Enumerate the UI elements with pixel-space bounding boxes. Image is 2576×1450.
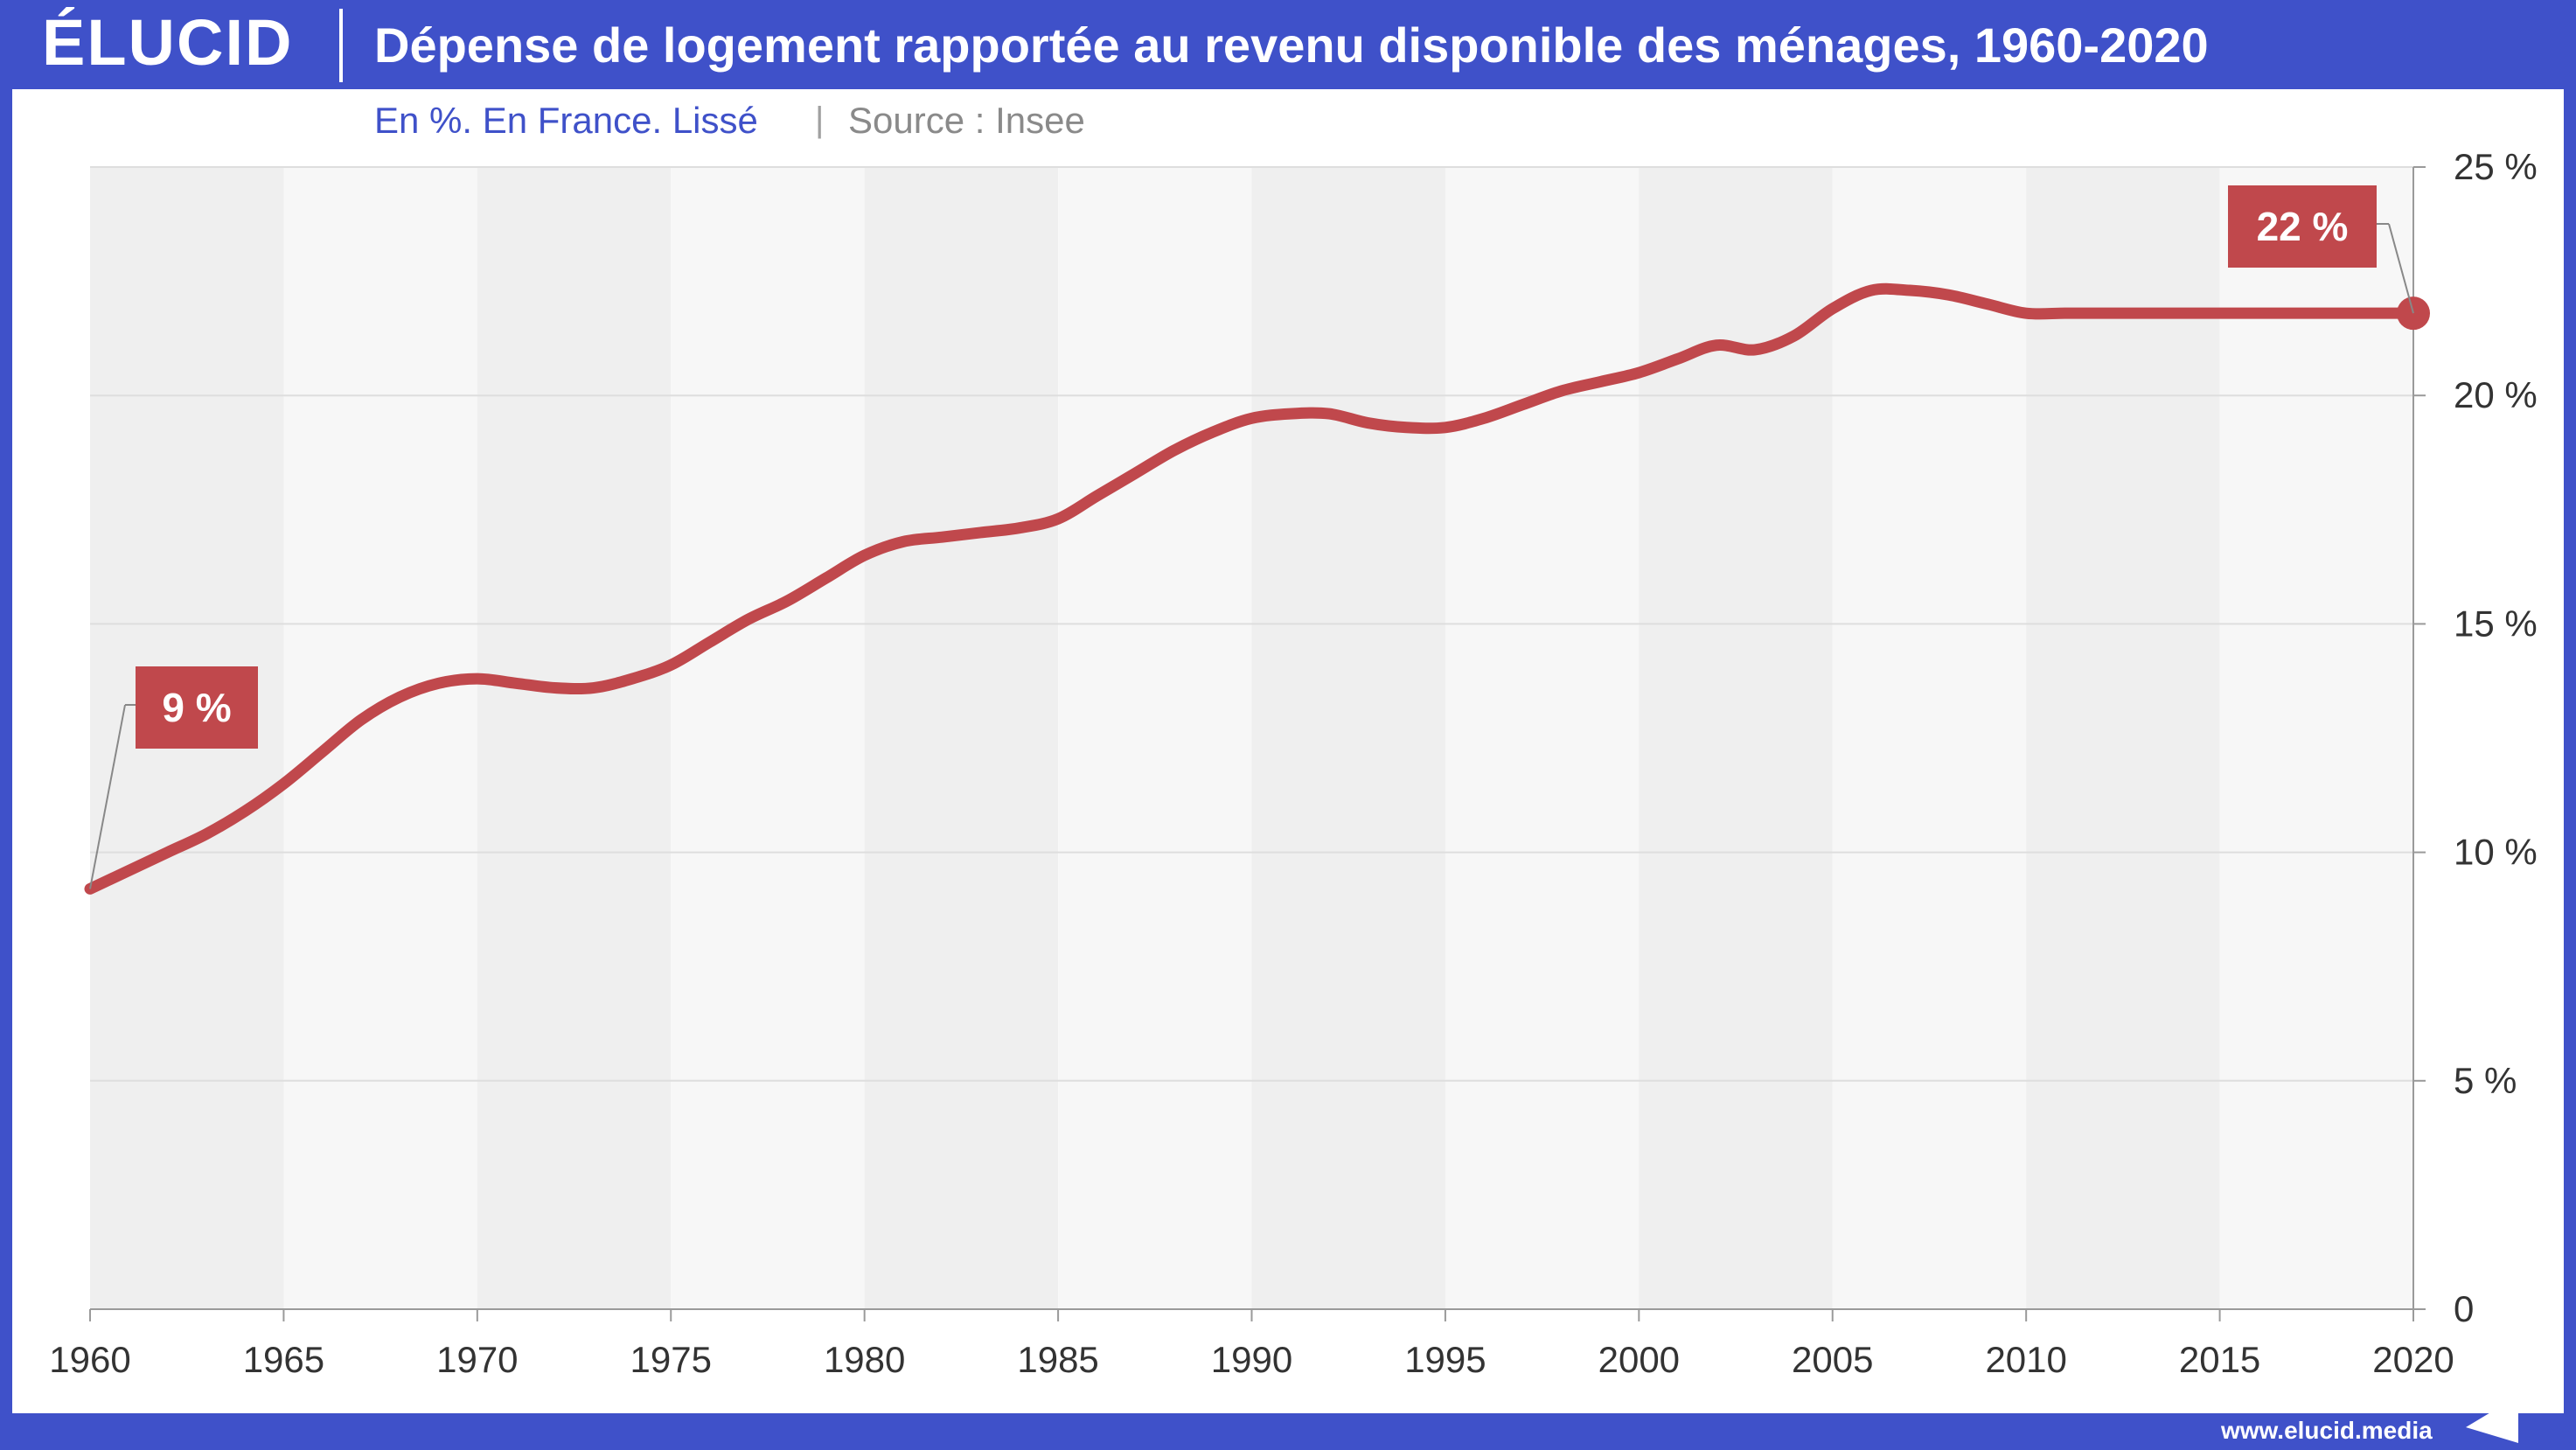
year-band [2219,167,2413,1309]
annotation-label: 22 % [2257,204,2349,249]
footer-logo-mark [2466,1396,2518,1443]
year-band [1639,167,1833,1309]
y-tick-label: 20 % [2454,374,2538,415]
annotation-box [2228,185,2377,268]
y-axis: 0 5 % 10 % 15 % 20 % 25 % [2412,146,2538,1329]
year-band [1251,167,1445,1309]
annotation-leader [2388,223,2414,314]
year-band [864,167,1059,1309]
annotation-box [136,666,258,749]
x-tick-label: 1980 [824,1339,905,1380]
x-tick-label: 2005 [1792,1339,1873,1380]
annotation-leader [89,704,126,889]
x-tick-label: 2020 [2372,1339,2454,1380]
x-tick-label: 1995 [1404,1339,1486,1380]
footer-url: www.elucid.media [2220,1417,2433,1444]
header-bar [0,0,2576,89]
year-band [671,167,865,1309]
year-band [2026,167,2220,1309]
year-band [1832,167,2027,1309]
header-divider [339,9,343,82]
logo: ÉLUCID [42,6,293,79]
y-tick-label: 0 [2454,1288,2474,1329]
x-tick-label: 1985 [1017,1339,1098,1380]
chart-source: Source : Insee [848,100,1085,141]
x-tick-label: 2000 [1598,1339,1680,1380]
chart-title: Dépense de logement rapportée au revenu … [374,17,2209,73]
year-band [1058,167,1252,1309]
chart-subtitle: En %. En France. Lissé [374,100,758,141]
x-tick-label: 2015 [2179,1339,2260,1380]
x-tick-label: 1990 [1211,1339,1292,1380]
gridlines [90,166,2413,1082]
series-line [84,282,2419,895]
x-tick-label: 1965 [243,1339,324,1380]
y-tick-label: 25 % [2454,146,2538,187]
x-tick-label: 1970 [436,1339,518,1380]
year-band [477,167,672,1309]
year-bands [90,167,2413,1309]
year-band [283,167,477,1309]
subtitle-separator: | [815,101,824,139]
x-tick-label: 2010 [1985,1339,2066,1380]
annotations: 9 % 22 % [89,185,2414,889]
year-band [1445,167,1640,1309]
y-tick-label: 5 % [2454,1060,2517,1101]
x-tick-label: 1960 [49,1339,130,1380]
x-axis: 1960 1965 1970 1975 1980 1985 1990 1995 2000 2005… [49,1308,2454,1380]
y-tick-label: 10 % [2454,832,2538,873]
footer-bar [0,1413,2576,1450]
annotation-label: 9 % [162,685,231,730]
y-tick-label: 15 % [2454,603,2538,644]
x-tick-label: 1975 [630,1339,712,1380]
